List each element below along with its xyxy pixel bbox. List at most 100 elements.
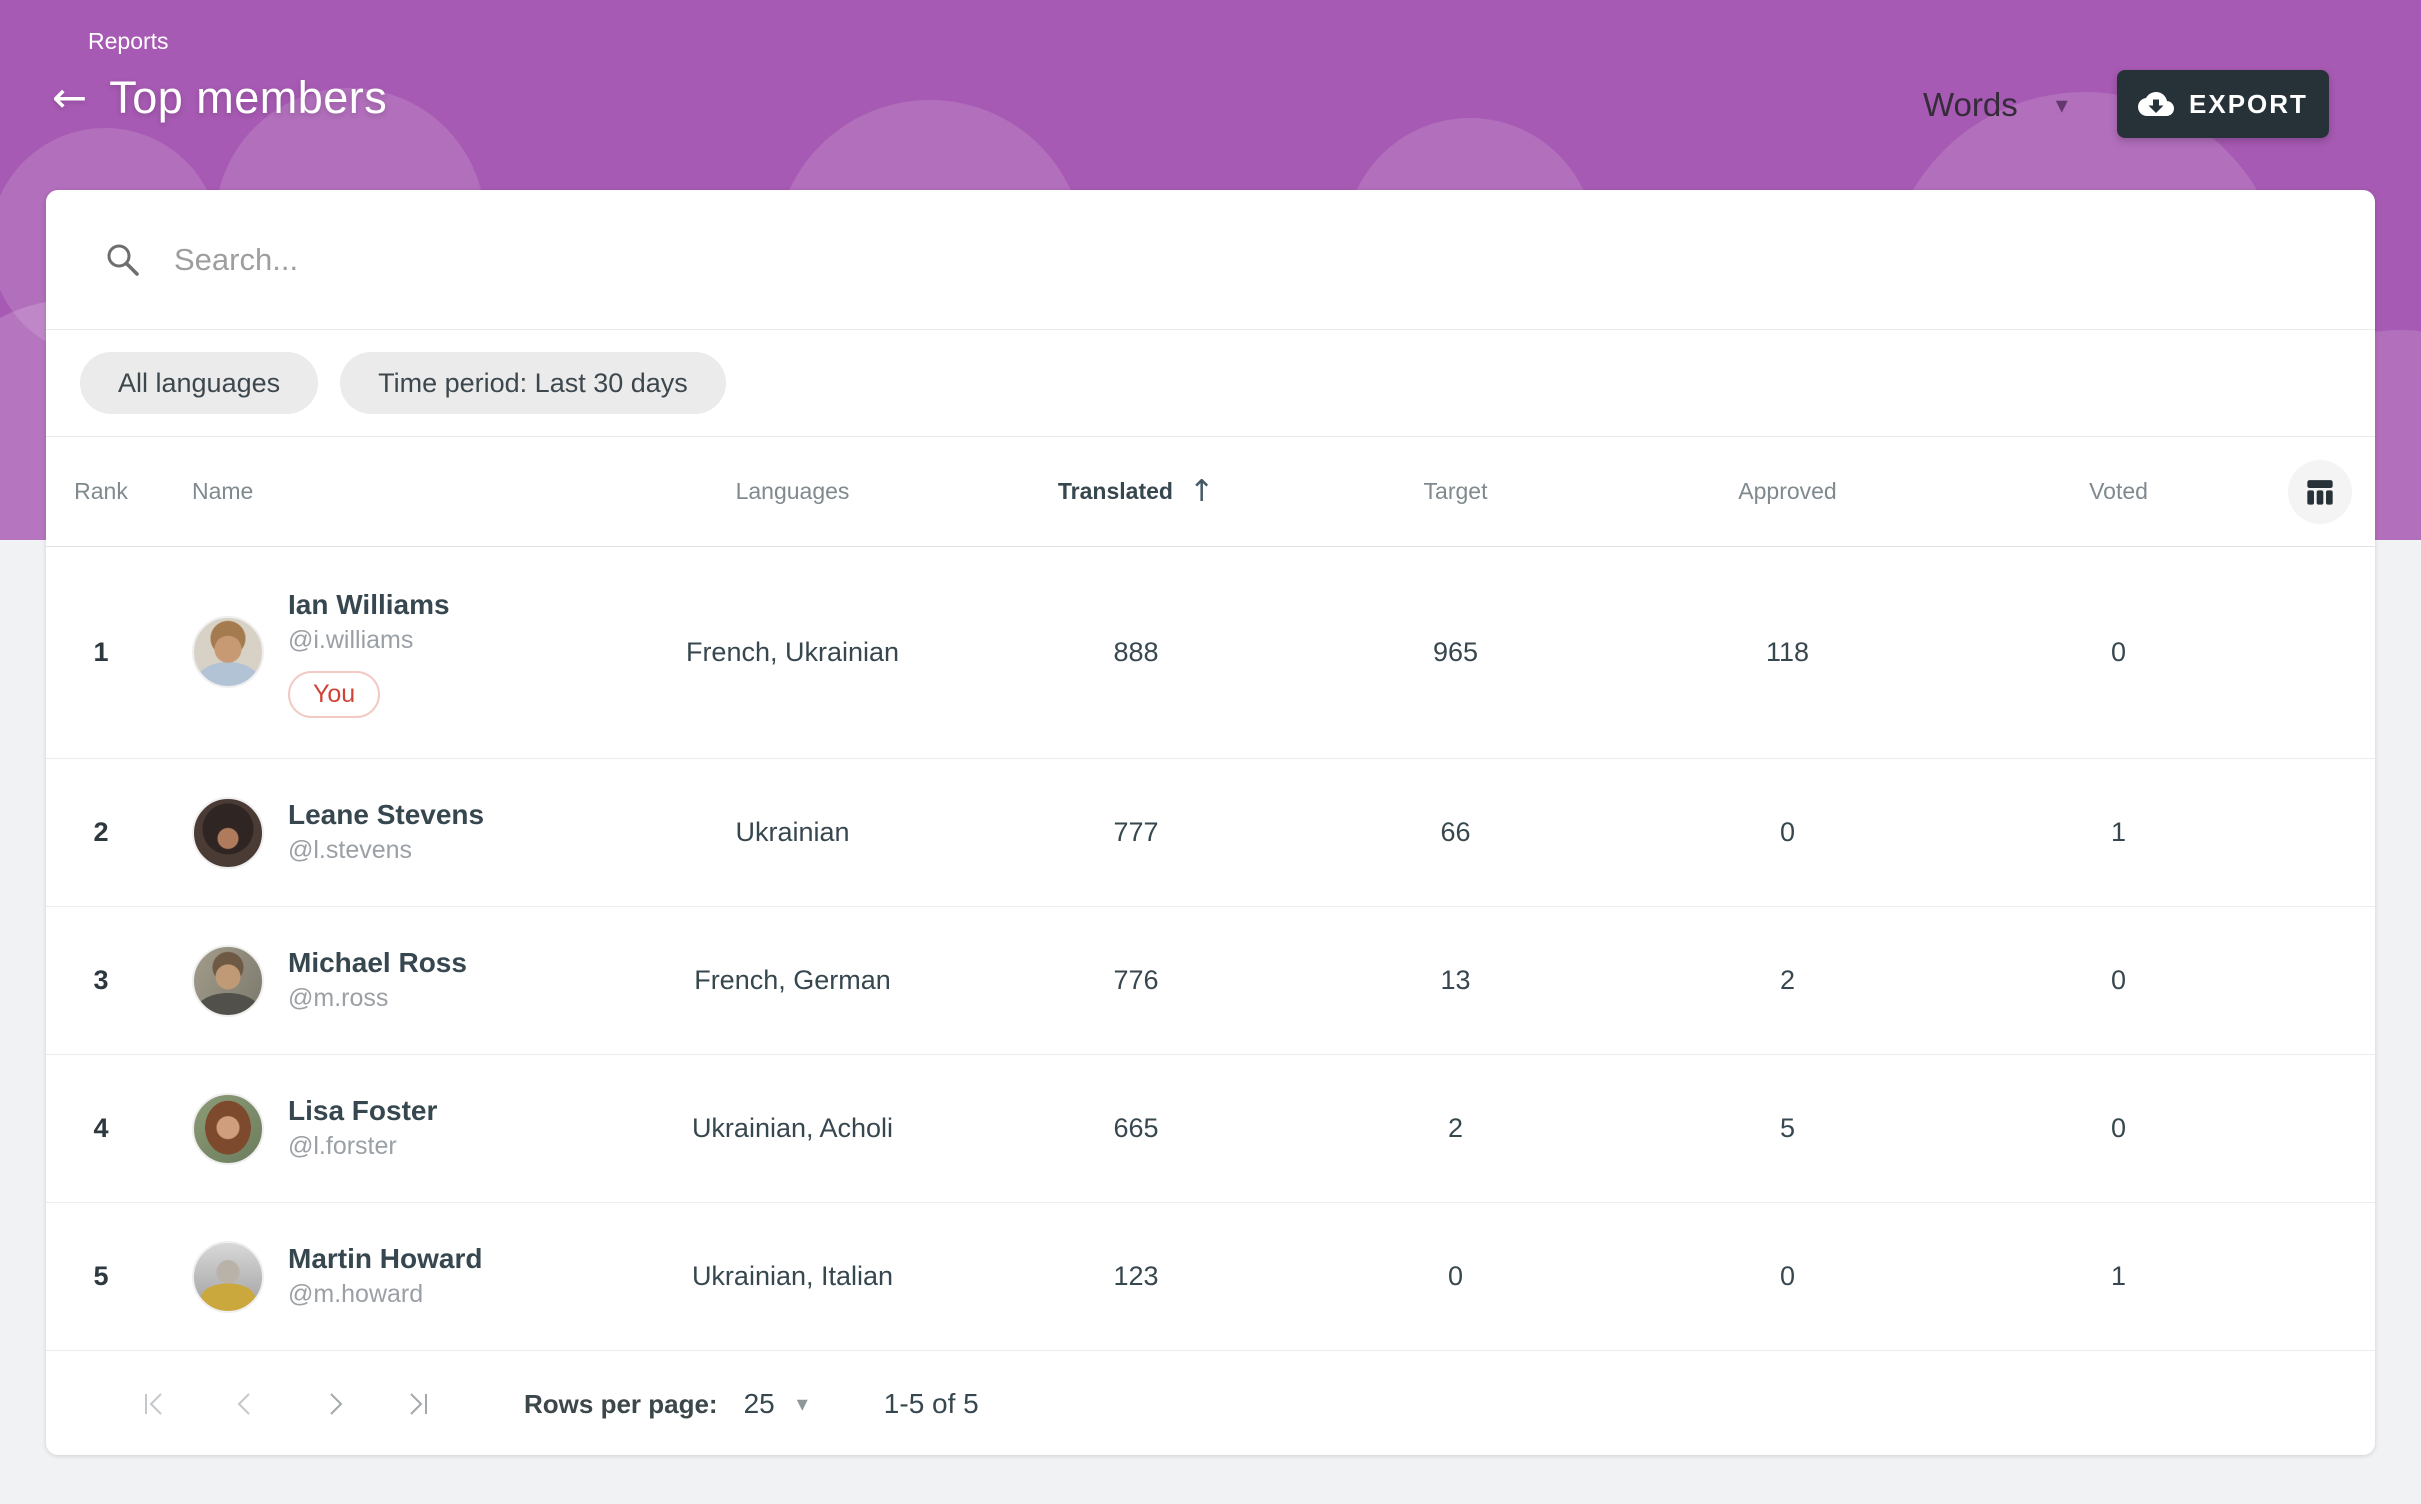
page-title: Top members <box>109 72 388 123</box>
report-unit-value: Words <box>1923 86 2018 123</box>
member-handle: @m.ross <box>288 983 389 1012</box>
column-header-target[interactable]: Target <box>1423 478 1488 504</box>
column-header-name[interactable]: Name <box>192 478 254 504</box>
chevron-down-icon: ▾ <box>2055 91 2068 119</box>
languages-cell: French, German <box>694 965 891 995</box>
table-header: Rank Name Languages Translated ↑ Target … <box>46 437 2375 547</box>
column-header-translated-label: Translated <box>1057 478 1173 504</box>
member-handle: @m.howard <box>288 1279 424 1308</box>
column-header-translated[interactable]: Translated ↑ <box>983 474 1289 509</box>
column-header-approved[interactable]: Approved <box>1738 478 1837 504</box>
approved-cell: 0 <box>1779 817 1796 847</box>
rank-cell: 5 <box>93 1261 109 1291</box>
member-identity: Leane Stevens @l.stevens <box>288 797 484 867</box>
column-settings-button[interactable] <box>2288 459 2352 524</box>
member-name[interactable]: Martin Howard <box>288 1243 483 1275</box>
translated-cell: 123 <box>1113 1261 1159 1291</box>
voted-cell: 0 <box>2110 637 2127 667</box>
voted-cell: 1 <box>2110 1261 2127 1291</box>
target-cell: 2 <box>1447 1113 1464 1143</box>
avatar <box>192 1240 264 1313</box>
languages-cell: Ukrainian, Acholi <box>691 1113 894 1143</box>
back-arrow-icon[interactable]: ← <box>52 73 88 122</box>
member-handle: @l.stevens <box>288 835 413 864</box>
member-cell: Martin Howard @m.howard <box>156 1240 602 1313</box>
table-row[interactable]: 4 Lisa Foster @l.forster Ukrainian, Acho… <box>46 1055 2375 1203</box>
member-cell: Ian Williams @i.williams You <box>156 587 602 718</box>
column-header-rank[interactable]: Rank <box>74 478 128 504</box>
filter-chip-time-period[interactable]: Time period: Last 30 days <box>340 352 726 414</box>
translated-cell: 665 <box>1113 1113 1159 1143</box>
target-cell: 13 <box>1440 965 1471 995</box>
table-columns-icon <box>2307 479 2333 505</box>
first-page-button[interactable] <box>134 1383 176 1425</box>
cloud-download-icon <box>2138 92 2175 116</box>
target-cell: 0 <box>1447 1261 1464 1291</box>
member-cell: Michael Ross @m.ross <box>156 944 602 1017</box>
voted-cell: 1 <box>2110 817 2127 847</box>
pagination-range: 1-5 of 5 <box>883 1388 979 1419</box>
member-identity: Lisa Foster @l.forster <box>288 1093 437 1163</box>
member-name[interactable]: Leane Stevens <box>288 799 485 831</box>
rows-per-page-select[interactable]: 25 ▾ <box>718 1388 808 1420</box>
report-card: All languages Time period: Last 30 days … <box>46 190 2375 1455</box>
filter-chips-row: All languages Time period: Last 30 days <box>46 330 2375 437</box>
rank-cell: 3 <box>93 965 109 995</box>
breadcrumb-reports[interactable]: Reports <box>88 28 169 54</box>
rank-cell: 1 <box>93 637 109 667</box>
rank-cell: 2 <box>93 817 109 847</box>
member-name[interactable]: Lisa Foster <box>288 1095 438 1127</box>
member-handle: @i.williams <box>288 625 414 654</box>
rows-per-page-label: Rows per page: <box>524 1388 718 1419</box>
member-cell: Leane Stevens @l.stevens <box>156 796 602 869</box>
table-body: 1 Ian Williams @i.williams You French, U… <box>46 547 2375 1353</box>
target-cell: 965 <box>1432 637 1479 667</box>
languages-cell: Ukrainian <box>735 817 850 847</box>
avatar <box>192 796 264 869</box>
table-row[interactable]: 1 Ian Williams @i.williams You French, U… <box>46 547 2375 759</box>
last-page-button[interactable] <box>396 1383 438 1425</box>
member-identity: Martin Howard @m.howard <box>288 1241 482 1311</box>
member-name[interactable]: Ian Williams <box>288 589 450 621</box>
member-handle: @l.forster <box>288 1131 397 1160</box>
table-row[interactable]: 5 Martin Howard @m.howard Ukrainian, Ita… <box>46 1203 2375 1351</box>
voted-cell: 0 <box>2110 965 2127 995</box>
export-button-label: EXPORT <box>2189 88 2308 119</box>
report-unit-dropdown[interactable]: Words ▾ <box>1923 86 2068 124</box>
member-name[interactable]: Michael Ross <box>288 947 467 979</box>
voted-cell: 0 <box>2110 1113 2127 1143</box>
approved-cell: 5 <box>1779 1113 1796 1143</box>
search-icon <box>107 244 139 276</box>
sort-ascending-icon: ↑ <box>1188 474 1215 509</box>
search-bar <box>46 190 2375 330</box>
next-page-button[interactable] <box>314 1383 356 1425</box>
member-identity: Ian Williams @i.williams You <box>288 587 450 718</box>
member-cell: Lisa Foster @l.forster <box>156 1092 602 1165</box>
column-header-languages[interactable]: Languages <box>735 478 850 504</box>
translated-cell: 777 <box>1113 817 1159 847</box>
target-cell: 66 <box>1440 817 1471 847</box>
column-header-voted[interactable]: Voted <box>2089 478 2148 504</box>
avatar <box>192 616 264 689</box>
pagination-bar: Rows per page: 25 ▾ 1-5 of 5 <box>46 1353 2375 1455</box>
approved-cell: 118 <box>1765 637 1810 667</box>
languages-cell: French, Ukrainian <box>685 637 900 667</box>
chevron-down-icon: ▾ <box>796 1391 808 1417</box>
member-identity: Michael Ross @m.ross <box>288 945 467 1015</box>
table-row[interactable]: 3 Michael Ross @m.ross French, German 77… <box>46 907 2375 1055</box>
you-badge: You <box>288 670 381 718</box>
table-row[interactable]: 2 Leane Stevens @l.stevens Ukrainian 777… <box>46 759 2375 907</box>
rows-per-page-value: 25 <box>743 1388 775 1419</box>
approved-cell: 2 <box>1779 965 1796 995</box>
approved-cell: 0 <box>1779 1261 1796 1291</box>
filter-chip-languages[interactable]: All languages <box>80 352 319 414</box>
avatar <box>192 1092 264 1165</box>
search-input[interactable] <box>174 241 2341 278</box>
export-button[interactable]: EXPORT <box>2117 70 2329 138</box>
rank-cell: 4 <box>93 1113 109 1143</box>
previous-page-button[interactable] <box>224 1383 266 1425</box>
languages-cell: Ukrainian, Italian <box>691 1261 894 1291</box>
avatar <box>192 944 264 1017</box>
title-row: ← Top members <box>52 72 387 124</box>
translated-cell: 776 <box>1113 965 1159 995</box>
